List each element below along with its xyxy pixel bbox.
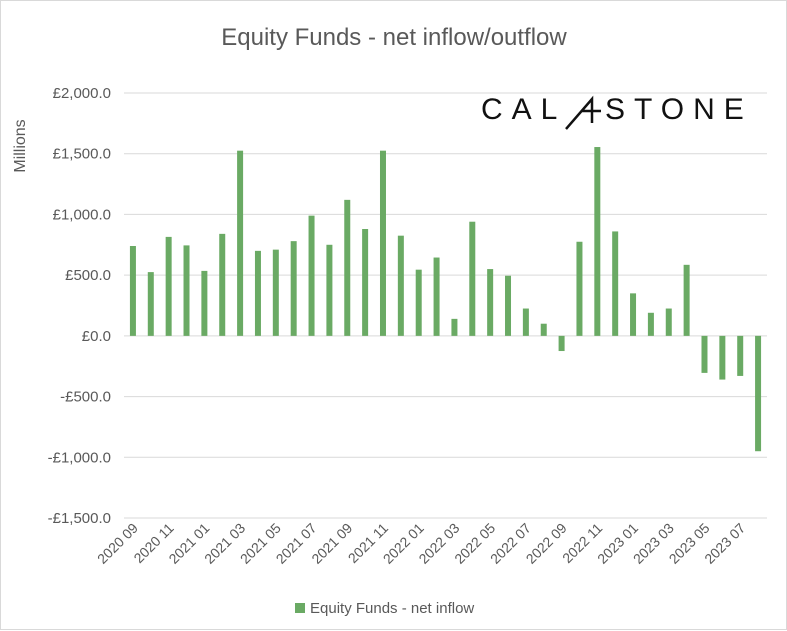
bar-2021-12 — [397, 235, 404, 336]
bar-2020-09 — [129, 246, 136, 336]
bar-2022-08 — [540, 323, 547, 336]
y-tick-label: -£1,000.0 — [48, 449, 111, 466]
bar-2022-09 — [558, 335, 565, 352]
bar-2023-05 — [701, 335, 708, 373]
bar-2020-11 — [165, 236, 172, 336]
bar-2021-03 — [237, 150, 244, 336]
bar-2023-07 — [737, 335, 744, 376]
bar-2022-02 — [433, 257, 440, 336]
y-tick-label: £0.0 — [82, 328, 111, 345]
bar-series — [129, 147, 762, 452]
y-axis-ticks: £2,000.0 £1,500.0 £1,000.0 £500.0 £0.0 -£500.… — [48, 85, 111, 527]
bar-2022-12 — [612, 231, 619, 336]
bar-2021-11 — [379, 150, 386, 336]
logo-text-right: STONE — [605, 93, 753, 126]
bar-2022-06 — [505, 275, 512, 336]
logo-text-left: CAL — [481, 93, 566, 126]
bar-2023-04 — [683, 264, 690, 336]
bar-2022-10 — [576, 241, 583, 336]
bar-2021-04 — [254, 250, 261, 336]
bar-2022-03 — [451, 318, 458, 336]
bar-2020-12 — [183, 245, 190, 336]
legend-label: Equity Funds - net inflow — [310, 600, 474, 617]
chart-title: Equity Funds - net inflow/outflow — [221, 24, 567, 51]
y-tick-label: £1,500.0 — [53, 146, 111, 163]
legend-swatch — [295, 603, 305, 613]
bar-2021-02 — [219, 233, 226, 336]
bar-2023-03 — [665, 308, 672, 336]
y-axis-label: Millions — [12, 119, 29, 172]
bar-2021-07 — [308, 215, 315, 336]
bar-2021-01 — [201, 270, 208, 336]
y-tick-label: £2,000.0 — [53, 85, 111, 102]
y-tick-label: -£500.0 — [60, 389, 111, 406]
bar-2022-07 — [522, 308, 529, 336]
x-tick-label: 2023 07 — [701, 520, 748, 567]
bar-2021-06 — [290, 241, 297, 336]
y-tick-label: £500.0 — [65, 267, 111, 284]
y-tick-label: -£1,500.0 — [48, 510, 111, 527]
bar-2021-09 — [344, 199, 351, 336]
bar-2022-01 — [415, 269, 422, 336]
bar-2021-05 — [272, 249, 279, 336]
bar-2022-04 — [469, 221, 476, 336]
bar-2023-06 — [719, 335, 726, 380]
logo-mark-icon — [565, 95, 601, 130]
gridlines — [124, 92, 767, 519]
bar-2023-01 — [630, 293, 637, 336]
bar-2023-02 — [647, 312, 654, 336]
calastone-logo: CAL STONE — [481, 93, 753, 130]
bar-2022-05 — [487, 269, 494, 336]
bar-2021-10 — [362, 229, 369, 336]
bar-2022-11 — [594, 147, 601, 336]
legend: Equity Funds - net inflow — [295, 600, 474, 617]
y-tick-label: £1,000.0 — [53, 206, 111, 223]
bar-2023-08 — [755, 335, 762, 452]
bar-2021-08 — [326, 244, 333, 336]
bar-2020-10 — [147, 272, 154, 336]
